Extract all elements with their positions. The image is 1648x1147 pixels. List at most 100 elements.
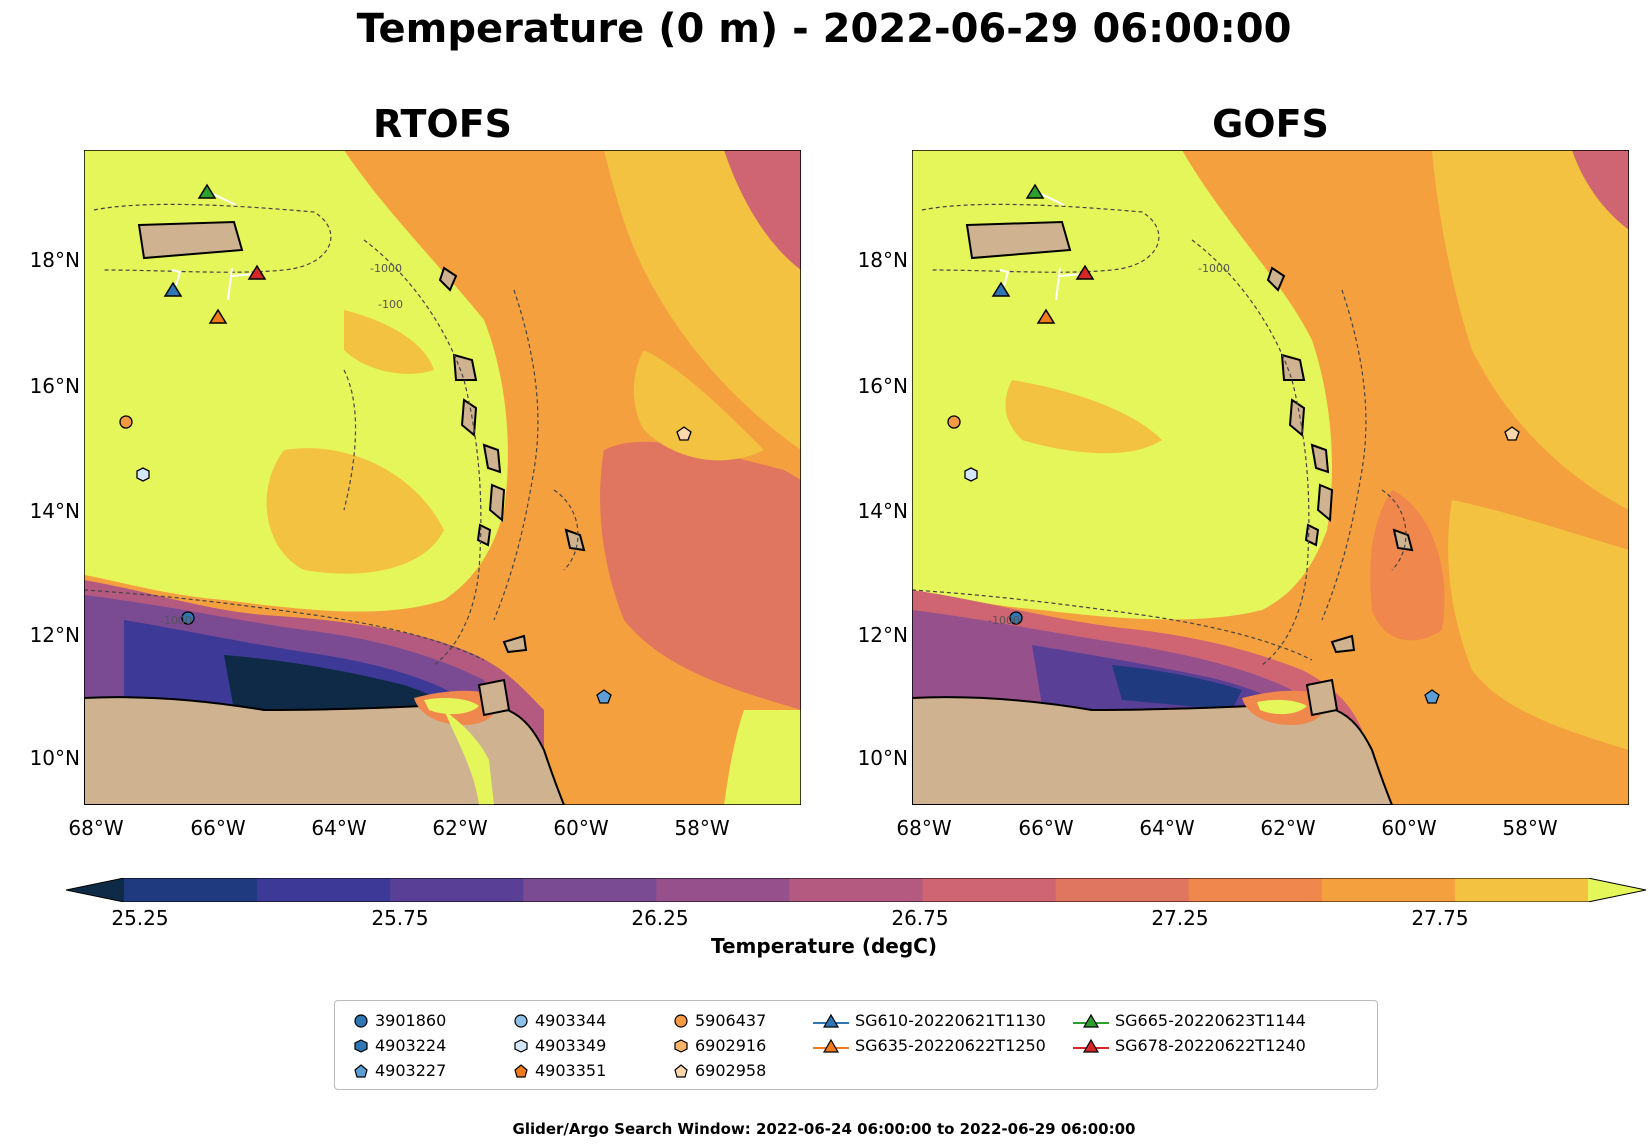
pentagon-icon bbox=[674, 1063, 688, 1078]
argo-4903227-marker bbox=[596, 689, 612, 704]
triangle-line-icon bbox=[1073, 1013, 1109, 1028]
argo-3901860-marker bbox=[1009, 611, 1023, 625]
lon-tick-label: 64°W bbox=[1139, 816, 1195, 840]
legend: 3901860 4903224 4903227 4903344 4903349 … bbox=[334, 1000, 1378, 1090]
circle-icon bbox=[354, 1013, 368, 1028]
lon-tick-label: 64°W bbox=[311, 816, 367, 840]
circle-icon bbox=[674, 1013, 688, 1028]
colorbar-tick-label: 25.25 bbox=[111, 906, 169, 930]
lon-tick-label: 60°W bbox=[553, 816, 609, 840]
argo-4903227-marker bbox=[1424, 689, 1440, 704]
pentagon-icon bbox=[354, 1063, 368, 1078]
legend-item-glider: SG678-20220622T1240 bbox=[1073, 1036, 1306, 1055]
glider-sg610-marker bbox=[991, 281, 1011, 297]
legend-label: SG610-20220621T1130 bbox=[855, 1011, 1046, 1030]
argo-3901860-marker bbox=[181, 611, 195, 625]
colorbar-segment bbox=[1055, 878, 1190, 902]
lon-tick-label: 68°W bbox=[896, 816, 952, 840]
argo-6902958-marker bbox=[676, 426, 692, 441]
panel-title-gofs: GOFS bbox=[1212, 102, 1329, 146]
lon-tick-label: 66°W bbox=[190, 816, 246, 840]
colorbar-segment bbox=[390, 878, 524, 902]
hexagon-icon bbox=[354, 1038, 368, 1053]
lon-tick-label: 68°W bbox=[68, 816, 124, 840]
lat-tick-label: 14°N bbox=[29, 499, 80, 523]
legend-label: 4903344 bbox=[535, 1011, 607, 1030]
colorbar-tick-label: 26.25 bbox=[631, 906, 689, 930]
colorbar-segment bbox=[257, 878, 391, 902]
argo-5906437-marker bbox=[947, 415, 961, 429]
triangle-line-icon bbox=[813, 1013, 849, 1028]
glider-sg635-marker bbox=[208, 308, 228, 324]
pentagon-icon bbox=[514, 1063, 528, 1078]
lat-tick-label: 14°N bbox=[857, 499, 908, 523]
colorbar-segment bbox=[1188, 878, 1323, 902]
colorbar-tick-label: 27.25 bbox=[1151, 906, 1209, 930]
legend-label: 3901860 bbox=[375, 1011, 447, 1030]
glider-sg665-marker bbox=[197, 183, 217, 199]
contour-label: -1000 bbox=[988, 614, 1020, 627]
legend-label: 4903224 bbox=[375, 1036, 447, 1055]
legend-label: 4903227 bbox=[375, 1061, 447, 1080]
triangle-line-icon bbox=[1073, 1038, 1109, 1053]
map-rtofs bbox=[84, 150, 801, 805]
legend-item-argo: 4903344 bbox=[513, 1011, 606, 1030]
legend-item-glider: SG635-20220622T1250 bbox=[813, 1036, 1046, 1055]
legend-label: 4903349 bbox=[535, 1036, 607, 1055]
colorbar-segment bbox=[922, 878, 1057, 902]
colorbar-segment bbox=[523, 878, 657, 902]
glider-sg635-marker bbox=[1036, 308, 1056, 324]
lat-tick-label: 12°N bbox=[29, 623, 80, 647]
legend-item-argo: 5906437 bbox=[673, 1011, 766, 1030]
circle-icon bbox=[514, 1013, 528, 1028]
legend-label: 6902958 bbox=[695, 1061, 767, 1080]
legend-item-argo: 4903227 bbox=[353, 1061, 446, 1080]
glider-sg678-marker bbox=[247, 264, 267, 280]
lat-tick-label: 16°N bbox=[29, 374, 80, 398]
figure-title: Temperature (0 m) - 2022-06-29 06:00:00 bbox=[356, 6, 1292, 52]
legend-item-argo: 4903349 bbox=[513, 1036, 606, 1055]
triangle-line-icon bbox=[813, 1038, 849, 1053]
legend-label: 5906437 bbox=[695, 1011, 767, 1030]
lat-tick-label: 18°N bbox=[857, 248, 908, 272]
colorbar-segment bbox=[789, 878, 924, 902]
contour-label: -1000 bbox=[370, 262, 402, 275]
legend-item-argo: 6902916 bbox=[673, 1036, 766, 1055]
lon-tick-label: 58°W bbox=[1502, 816, 1558, 840]
contour-label: -100 bbox=[378, 298, 403, 311]
colorbar-tick-label: 27.75 bbox=[1411, 906, 1469, 930]
legend-item-glider: SG665-20220623T1144 bbox=[1073, 1011, 1306, 1030]
lat-tick-label: 10°N bbox=[857, 746, 908, 770]
glider-sg665-marker bbox=[1025, 183, 1045, 199]
lat-tick-label: 18°N bbox=[29, 248, 80, 272]
colorbar-segment bbox=[656, 878, 790, 902]
colorbar-segment bbox=[1454, 878, 1589, 902]
argo-5906437-marker bbox=[119, 415, 133, 429]
glider-sg610-marker bbox=[163, 281, 183, 297]
colorbar-tick-label: 26.75 bbox=[891, 906, 949, 930]
colorbar-tick-label: 25.75 bbox=[371, 906, 429, 930]
hexagon-icon bbox=[674, 1038, 688, 1053]
lon-tick-label: 62°W bbox=[432, 816, 488, 840]
colorbar-extend-min bbox=[66, 878, 124, 902]
legend-item-argo: 3901860 bbox=[353, 1011, 446, 1030]
argo-6902958-marker bbox=[1504, 426, 1520, 441]
colorbar-segment bbox=[124, 878, 258, 902]
lat-tick-label: 16°N bbox=[857, 374, 908, 398]
legend-item-argo: 6902958 bbox=[673, 1061, 766, 1080]
lon-tick-label: 62°W bbox=[1260, 816, 1316, 840]
argo-4903349-marker bbox=[964, 467, 978, 482]
hexagon-icon bbox=[514, 1038, 528, 1053]
colorbar-extend-max bbox=[1588, 878, 1646, 902]
legend-label: 4903351 bbox=[535, 1061, 607, 1080]
glider-sg678-marker bbox=[1075, 264, 1095, 280]
search-window-footer: Glider/Argo Search Window: 2022-06-24 06… bbox=[512, 1120, 1136, 1138]
colorbar-label: Temperature (degC) bbox=[711, 934, 937, 958]
legend-label: SG665-20220623T1144 bbox=[1115, 1011, 1306, 1030]
legend-item-glider: SG610-20220621T1130 bbox=[813, 1011, 1046, 1030]
legend-label: 6902916 bbox=[695, 1036, 767, 1055]
panel-title-rtofs: RTOFS bbox=[372, 102, 513, 146]
contour-label: -1000 bbox=[160, 614, 192, 627]
colorbar-segment bbox=[1321, 878, 1456, 902]
lon-tick-label: 66°W bbox=[1018, 816, 1074, 840]
